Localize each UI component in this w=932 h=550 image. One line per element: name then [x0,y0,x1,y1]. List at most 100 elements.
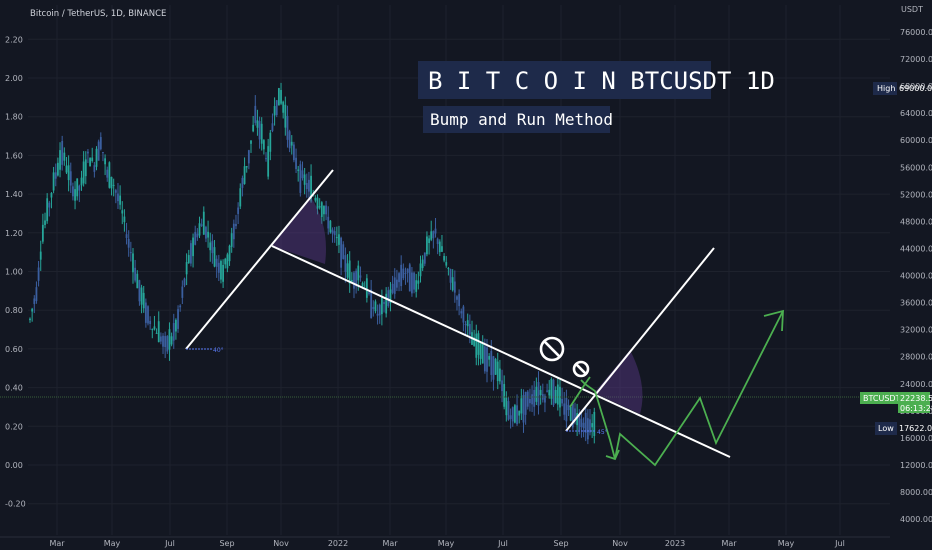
candle-body [207,231,209,238]
candle-body [548,389,551,396]
candles [29,82,596,445]
candle-body [136,273,139,289]
candle-body [359,275,362,278]
currency-label: USDT [901,5,923,14]
candle-body [151,329,154,331]
left-tick-label: -0.20 [5,500,26,509]
candle-body [393,277,396,294]
drawing-overlays [0,169,890,467]
candle-body [419,263,422,277]
candle-body [67,165,70,181]
candle-body [205,226,207,239]
candle-body [486,347,488,372]
high-badge: High 69000.00 [873,82,932,95]
candle-body [217,262,220,273]
candle-body [342,244,345,259]
candle-body [365,278,368,298]
candle-body [129,252,132,254]
right-tick-label: 64000.00 [900,109,932,118]
candle-body [464,324,467,326]
candle-body [87,151,89,154]
candle-body [514,405,516,423]
candle-body [535,386,538,402]
candle-body [591,423,594,428]
candle-body [190,243,192,264]
candle-body [46,198,49,222]
candle-body [95,148,98,167]
left-tick-label: 0.40 [5,384,23,393]
candle-body [335,237,338,239]
candle-body [144,302,147,323]
candle-body [462,306,465,323]
candle-body [211,240,214,254]
candle-body [404,273,407,275]
candle-body [432,231,435,239]
candle-body [123,216,126,223]
projection-arrow-end [763,309,784,332]
candle-body [301,170,304,179]
candle-body [503,384,506,407]
candle-body [288,131,291,149]
symbol-line: Bitcoin / TetherUS, 1D, BINANCE [30,9,166,19]
candle-body [398,273,400,283]
candle-body [35,287,38,302]
prohibited-icon [539,336,565,362]
current-price: 22238.51 [900,394,932,403]
candle-body [498,368,501,382]
candle-body [466,320,469,327]
candle-body [185,262,188,275]
candle-body [340,237,343,268]
candle-body [338,234,340,245]
candle-body [370,289,373,318]
candle-body [254,105,257,123]
candle-body [561,398,564,404]
title-text: B I T C O I N BTCUSDT 1D [428,67,775,95]
low-label: Low [878,424,894,433]
x-tick-label: Mar [721,539,737,548]
candle-body [348,260,351,284]
candle-body [220,260,222,280]
right-tick-label: 68000.00 [900,82,932,91]
candle-body [297,169,300,171]
candle-body [134,267,137,281]
candle-body [69,171,72,186]
x-tick-label: Nov [273,539,289,548]
candle-body [31,308,34,312]
candle-body [428,238,430,244]
candle-body [202,211,205,235]
left-tick-label: 0.80 [5,306,23,315]
prohibited-icon [572,360,590,378]
candle-body [554,389,557,403]
candle-body [395,279,398,288]
candle-body [578,414,581,431]
candle-body [511,407,514,422]
lead-in-line-left [185,169,334,350]
candle-body [415,280,418,292]
candle-body [331,229,334,234]
candle-body [65,165,68,173]
candle-body [468,323,471,335]
x-tick-label: Jul [164,539,175,548]
candle-body [50,192,53,198]
candle-body [310,175,312,202]
candle-body [194,231,197,245]
candle-body [237,207,240,214]
candle-body [376,313,379,316]
candle-body [516,405,518,425]
candle-body [256,120,259,128]
candle-body [453,281,456,293]
candle-body [112,184,115,186]
x-tick-label: 2023 [665,539,685,548]
candle-body [389,289,392,304]
candle-body [170,336,173,345]
title-box [418,61,711,99]
candle-body [149,320,152,325]
bump-wedge-left [272,196,326,264]
candle-body [368,292,370,294]
candle-body [245,166,248,168]
candle-body [582,422,585,429]
candle-body [378,304,381,316]
candle-body [423,252,426,264]
candle-body [142,292,145,309]
